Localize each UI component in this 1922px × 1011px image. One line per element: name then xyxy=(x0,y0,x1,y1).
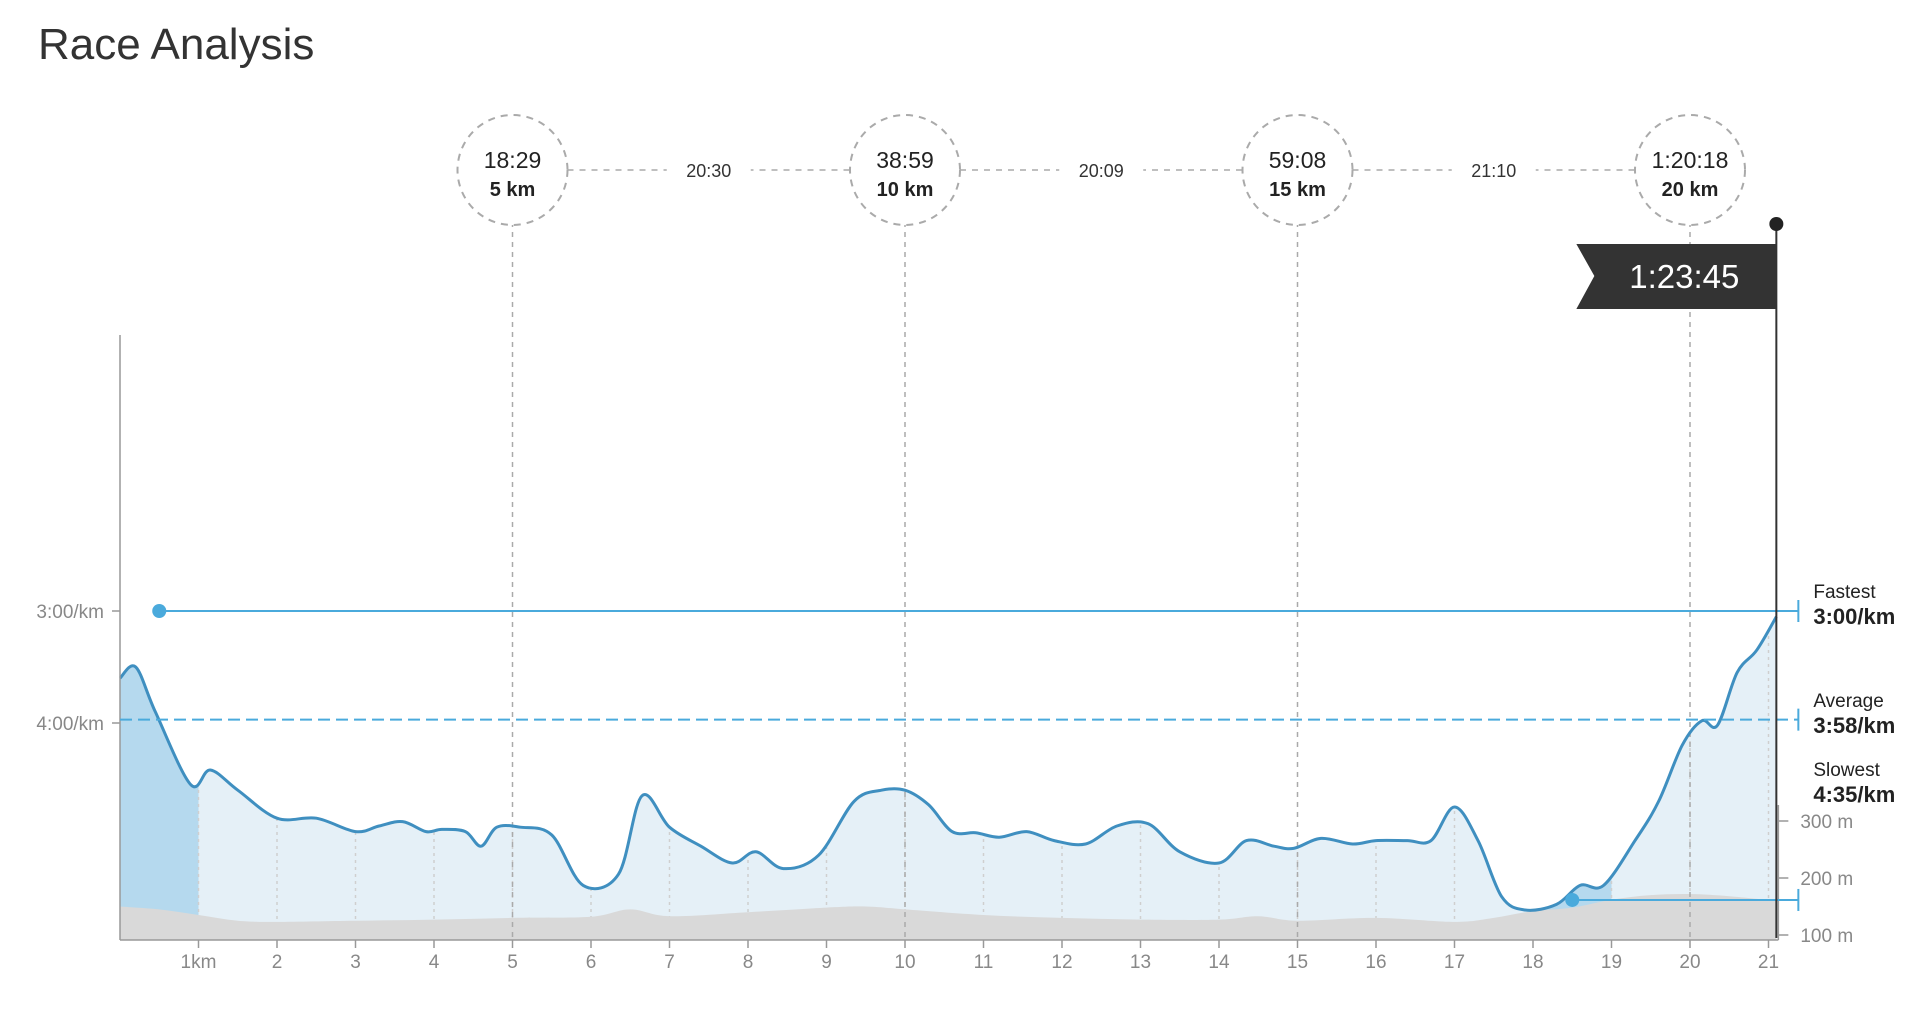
elevation-tick-label: 200 m xyxy=(1800,869,1853,890)
x-tick-label-14: 14 xyxy=(1208,952,1230,973)
finish-time: 1:23:45 xyxy=(1629,258,1739,295)
x-tick-label-21: 21 xyxy=(1758,952,1779,973)
slowest-value-label: 4:35/km xyxy=(1813,782,1895,807)
pace-tick-label: 3:00/km xyxy=(36,602,104,623)
page-title: Race Analysis xyxy=(38,20,315,69)
elevation-tick-label: 100 m xyxy=(1800,926,1853,947)
pace-line xyxy=(118,615,1778,912)
x-tick-label-9: 9 xyxy=(821,952,832,973)
elevation-area xyxy=(120,893,1777,940)
slowest-label: Slowest xyxy=(1813,760,1880,781)
split-time-15: 59:08 xyxy=(1269,147,1327,173)
split-bubble-20 xyxy=(1634,114,1746,226)
finish-pole-top xyxy=(1769,217,1784,231)
split-distance-10: 10 km xyxy=(877,179,934,201)
x-tick-label-13: 13 xyxy=(1130,952,1151,973)
split-segment-label: 21:10 xyxy=(1471,161,1516,181)
x-tick-label-5: 5 xyxy=(507,952,518,973)
split-segment-bg xyxy=(666,156,751,184)
split-distance-15: 15 km xyxy=(1269,179,1326,201)
x-tick-label-19: 19 xyxy=(1601,952,1622,973)
x-tick-label-1: 1km xyxy=(181,952,217,973)
average-label: Average xyxy=(1813,691,1883,712)
split-distance-20: 20 km xyxy=(1662,179,1719,201)
split-segment-label: 20:30 xyxy=(686,161,731,181)
x-tick-label-10: 10 xyxy=(894,952,915,973)
highlight-km-19 xyxy=(1533,616,1612,940)
highlight-km-1 xyxy=(120,616,199,940)
split-time-5: 18:29 xyxy=(484,147,542,173)
split-segment-bg xyxy=(1059,156,1144,184)
x-tick-label-3: 3 xyxy=(350,952,361,973)
x-tick-label-2: 2 xyxy=(272,952,283,973)
x-tick-label-20: 20 xyxy=(1679,952,1700,973)
elevation-tick-label: 300 m xyxy=(1800,812,1853,833)
x-tick-label-6: 6 xyxy=(586,952,597,973)
x-tick-label-12: 12 xyxy=(1051,952,1072,973)
fastest-value-label: 3:00/km xyxy=(1813,604,1895,629)
split-segment-label: 20:09 xyxy=(1079,161,1124,181)
split-bubble-10 xyxy=(849,114,961,226)
x-tick-label-16: 16 xyxy=(1365,952,1386,973)
x-tick-label-8: 8 xyxy=(743,952,754,973)
finish-flag xyxy=(1576,244,1777,309)
split-time-20: 1:20:18 xyxy=(1652,147,1729,173)
pace-area xyxy=(120,616,1777,940)
average-value-label: 3:58/km xyxy=(1813,713,1895,738)
fastest-marker xyxy=(152,604,167,618)
x-tick-label-11: 11 xyxy=(974,952,994,973)
split-time-10: 38:59 xyxy=(876,147,934,173)
split-bubble-15 xyxy=(1241,114,1354,226)
split-segment-bg xyxy=(1451,156,1536,184)
x-tick-label-18: 18 xyxy=(1522,952,1543,973)
x-tick-label-4: 4 xyxy=(429,952,440,973)
x-tick-label-17: 17 xyxy=(1444,952,1465,973)
split-distance-5: 5 km xyxy=(490,179,536,201)
x-tick-label-15: 15 xyxy=(1287,952,1308,973)
pace-tick-label: 4:00/km xyxy=(36,714,104,735)
slowest-marker xyxy=(1565,892,1580,907)
split-bubble-5 xyxy=(456,114,569,226)
x-tick-label-7: 7 xyxy=(664,952,675,973)
fastest-label: Fastest xyxy=(1813,582,1876,603)
